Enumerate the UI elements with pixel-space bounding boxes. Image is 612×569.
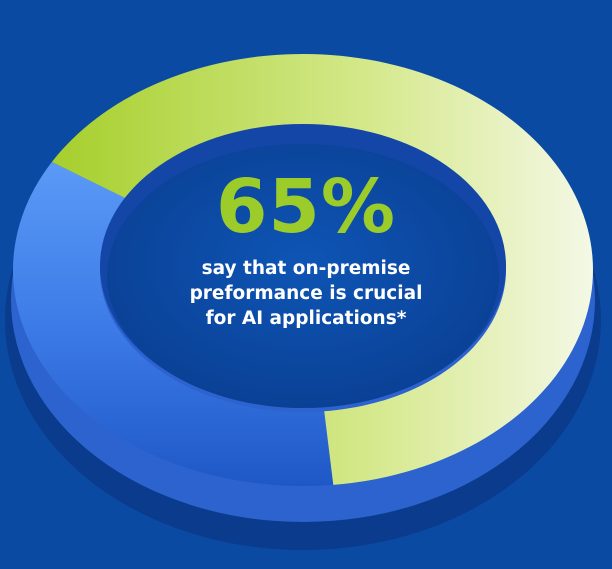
caption-line-1: say that on-premise xyxy=(201,258,411,279)
caption: say that on-premise preformance is cruci… xyxy=(156,256,456,331)
donut-hole xyxy=(107,144,499,408)
percentage-value: 65% xyxy=(215,164,397,250)
center-label: 65% say that on-premise preformance is c… xyxy=(156,168,456,331)
caption-line-2: preformance is crucial xyxy=(189,283,423,304)
caption-line-3: for AI applications* xyxy=(205,308,407,329)
highlighted-segment xyxy=(51,54,593,485)
remaining-segment xyxy=(13,162,334,487)
